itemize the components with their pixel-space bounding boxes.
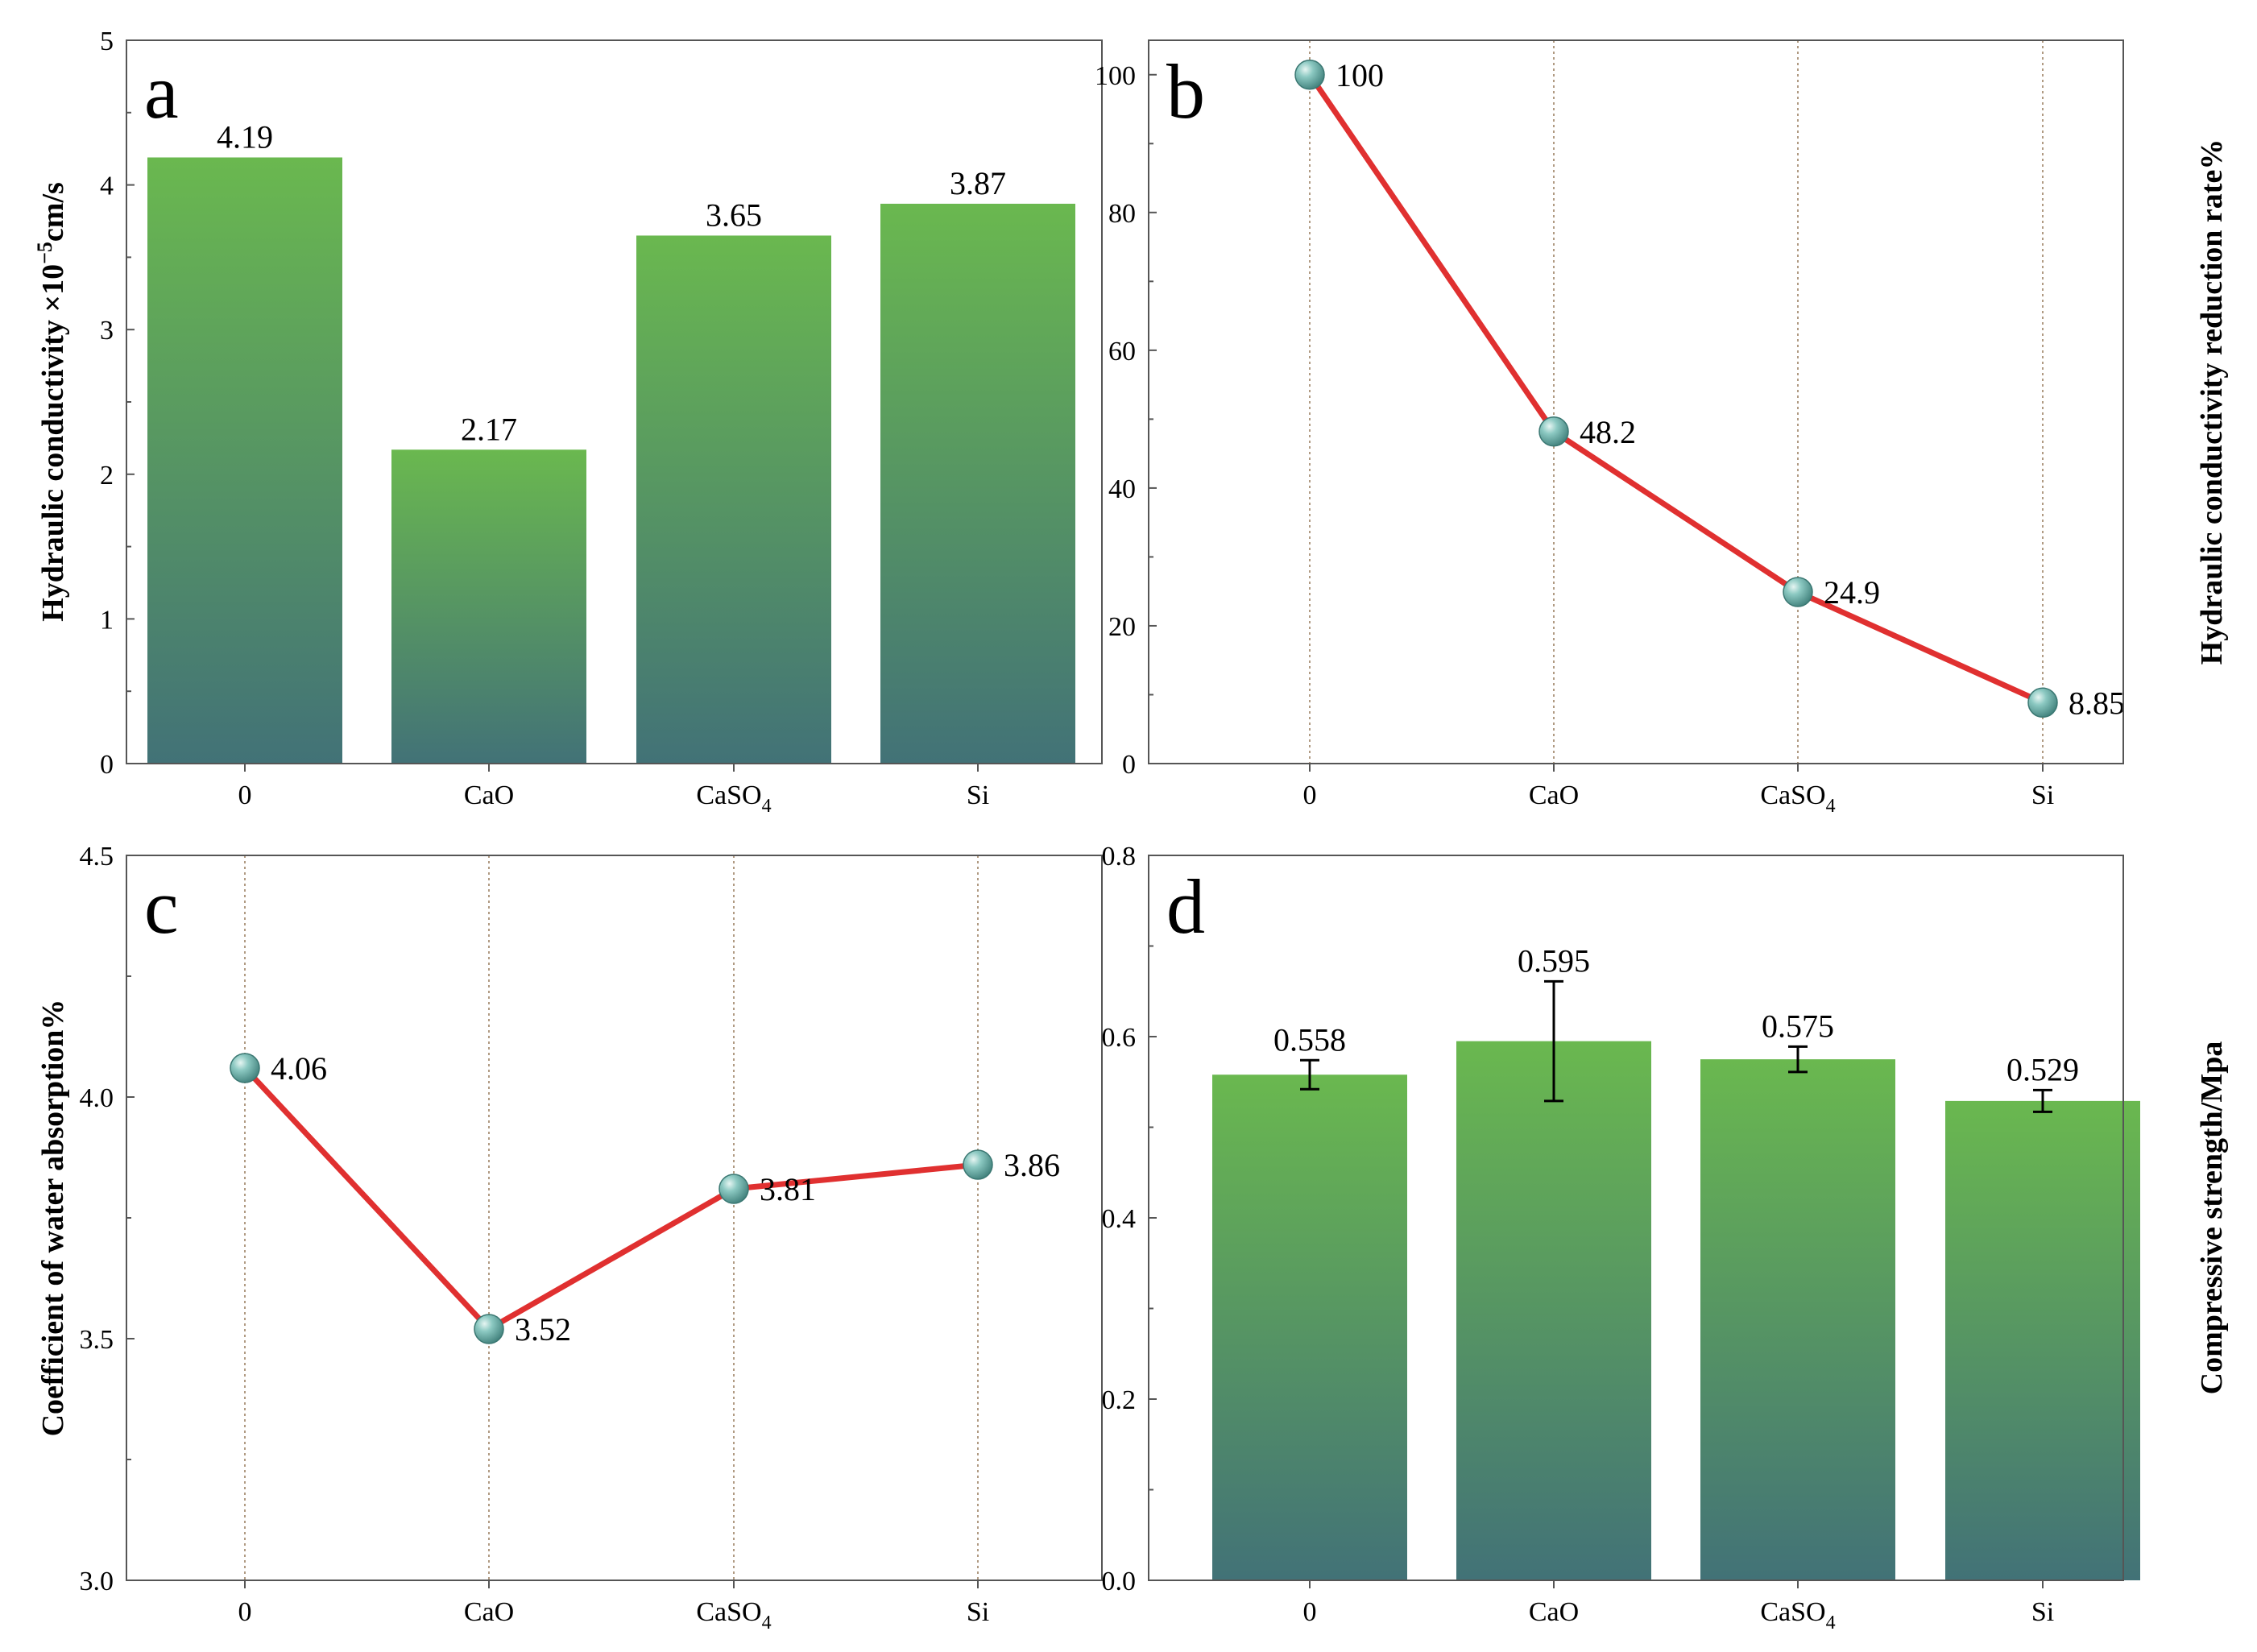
y-tick-label: 4: [100, 172, 114, 201]
x-tick-label: CaSO4: [696, 780, 771, 817]
bar-CaSO4: [1700, 1059, 1895, 1580]
panel-a: 4.19 2.17 3.65 3.87 0 1 2 3 4 5 0 CaO CaSO4 Si a Hydrau…: [33, 27, 1103, 817]
value-label: 4.06: [271, 1050, 327, 1087]
y-tick-label: 0.8: [1102, 842, 1137, 872]
error-bar-0: [1300, 1058, 1319, 1091]
bar-Si: [1945, 1100, 2140, 1580]
plot-frame: [126, 855, 1103, 1581]
value-label: 100: [1336, 57, 1384, 93]
y-tick-label: 0.0: [1102, 1567, 1137, 1596]
y-tick-label: 20: [1108, 612, 1136, 642]
y-tick-label: 60: [1108, 337, 1136, 366]
panel-label: c: [144, 863, 179, 950]
bar-CaO: [1456, 1041, 1651, 1580]
y-axis-title: Hydraulic conductivity reduction rate%: [2195, 139, 2229, 665]
value-label: 0.529: [2006, 1051, 2079, 1087]
y-axis-title: Coefficient of water absorption%: [36, 1000, 70, 1437]
point-Si: [963, 1149, 993, 1180]
x-tick-label: Si: [967, 1597, 989, 1627]
y-tick-label: 0.6: [1102, 1023, 1137, 1053]
x-tick-label: 0: [1303, 1597, 1317, 1627]
series-line: [1307, 72, 2044, 706]
error-bar-CaSO4: [1788, 1045, 1808, 1074]
bar-CaSO4: [636, 235, 831, 764]
y-tick-label: 3.5: [80, 1325, 114, 1355]
point-0: [230, 1053, 260, 1083]
point-CaSO4: [719, 1174, 749, 1204]
value-label: 4.19: [217, 118, 273, 155]
plot-frame: [1148, 39, 2124, 764]
value-label: 0.595: [1518, 942, 1590, 979]
value-label: 48.2: [1580, 414, 1636, 450]
y-axis-title: Hydraulic conductivity ×10−5cm/s: [33, 182, 70, 622]
value-label: 2.17: [461, 411, 517, 447]
value-label: 3.65: [706, 197, 762, 233]
panel-label: a: [144, 48, 179, 135]
x-tick-label: 0: [238, 1597, 252, 1627]
y-tick-label: 80: [1108, 199, 1136, 229]
x-tick-label: CaSO4: [1760, 1597, 1835, 1633]
bar-CaO: [391, 449, 586, 764]
y-tick-label: 0: [100, 750, 114, 780]
point-CaO: [474, 1314, 504, 1344]
y-tick-label: 1: [100, 605, 114, 635]
point-0: [1294, 60, 1325, 90]
point-Si: [2027, 687, 2058, 718]
y-tick-label: 3: [100, 316, 114, 346]
y-tick-label: 3.0: [80, 1567, 114, 1596]
panel-b: 100 48.2 24.9 8.85 0 20 40 60 80 100 0 CaO CaSO4 Si b H…: [1095, 39, 2229, 817]
x-tick-label: CaO: [464, 1597, 514, 1627]
value-label: 3.81: [760, 1171, 816, 1207]
panel-label: d: [1166, 863, 1205, 950]
error-bar-CaO: [1544, 979, 1563, 1103]
y-tick-label: 4.5: [80, 842, 114, 872]
series-line: [242, 1066, 979, 1332]
y-tick-label: 2: [100, 461, 114, 491]
value-label: 24.9: [1824, 574, 1880, 611]
y-tick-label: 0.4: [1102, 1204, 1137, 1234]
y-axis-title: Compressive strength/Mpa: [2195, 1041, 2229, 1395]
y-tick-label: 100: [1095, 61, 1136, 91]
value-label: 0.575: [1762, 1008, 1834, 1044]
x-tick-label: Si: [2031, 1597, 2054, 1627]
panel-d: 0.558 0.595 0.575 0.529 0.0 0.2 0.4 0.6 0.8 0 CaO C…: [1102, 842, 2230, 1633]
y-tick-label: 40: [1108, 474, 1136, 504]
point-CaO: [1538, 416, 1569, 447]
y-tick-label: 4.0: [80, 1083, 114, 1113]
x-tick-label: Si: [2031, 780, 2054, 810]
value-label: 3.86: [1004, 1147, 1060, 1183]
x-tick-label: CaO: [1529, 1597, 1579, 1627]
x-tick-label: CaSO4: [696, 1597, 771, 1633]
bar-0: [147, 157, 342, 764]
y-tick-label: 0.2: [1102, 1385, 1137, 1415]
x-tick-label: CaSO4: [1760, 780, 1835, 817]
x-tick-label: 0: [1303, 780, 1317, 810]
value-label: 8.85: [2069, 685, 2125, 721]
error-bar-Si: [2033, 1088, 2052, 1113]
panel-label: b: [1166, 48, 1205, 135]
x-tick-label: Si: [967, 780, 989, 810]
value-label: 0.558: [1273, 1021, 1346, 1058]
value-label: 3.52: [515, 1311, 571, 1348]
value-label: 3.87: [950, 165, 1006, 201]
panel-c: 4.06 3.52 3.81 3.86 3.0 3.5 4.0 4.5 0 CaO CaSO4 Si c…: [36, 842, 1103, 1633]
x-tick-label: 0: [238, 780, 252, 810]
y-tick-label: 0: [1122, 750, 1136, 780]
point-CaSO4: [1783, 577, 1813, 607]
bar-0: [1212, 1074, 1407, 1580]
x-tick-label: CaO: [1529, 780, 1579, 810]
x-tick-label: CaO: [464, 780, 514, 810]
y-tick-label: 5: [100, 27, 114, 56]
bar-Si: [880, 203, 1075, 764]
